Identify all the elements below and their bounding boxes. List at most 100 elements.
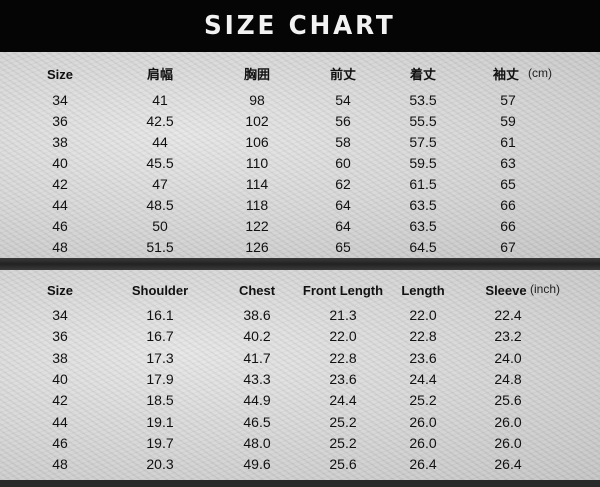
cm-table-cell: 40 bbox=[52, 155, 68, 171]
cm-table-panel bbox=[0, 52, 600, 258]
inch-table-cell: 16.1 bbox=[146, 307, 174, 323]
inch-table-cell: 46 bbox=[52, 434, 68, 451]
cm-table-cell: 48 bbox=[52, 239, 68, 255]
cm-table-cell: 98 bbox=[249, 92, 265, 108]
inch-table-cell: 24.4 bbox=[329, 392, 357, 409]
inch-table-cell: 19.1 bbox=[146, 413, 174, 430]
size-chart-title: SIZE CHART bbox=[204, 11, 396, 41]
inch-table-cell: 41.7 bbox=[243, 349, 271, 366]
cm-table-cell: 63.5 bbox=[409, 197, 437, 213]
inch-table-cell: 26.0 bbox=[494, 434, 522, 451]
cm-table-cell: 48.5 bbox=[146, 197, 174, 213]
cm-table-cell: 65 bbox=[500, 176, 516, 192]
inch-table-cell: 46.5 bbox=[243, 413, 271, 430]
inch-table-cell: 44.9 bbox=[243, 392, 271, 409]
cm-table-cell: 50 bbox=[152, 218, 168, 234]
cm-table-cell: 65 bbox=[335, 239, 351, 255]
inch-unit-label: (inch) bbox=[530, 282, 561, 296]
inch-table-cell: 36 bbox=[52, 328, 68, 345]
inch-table-cell: 22.8 bbox=[329, 349, 357, 366]
inch-table-cell: 25.6 bbox=[494, 392, 522, 409]
inch-table-cell: 26.0 bbox=[494, 413, 522, 430]
cm-table-cell: 45.5 bbox=[146, 155, 174, 171]
cm-table-cell: 106 bbox=[245, 134, 269, 150]
inch-table-cell: 16.7 bbox=[146, 328, 174, 345]
inch-table-cell: 24.4 bbox=[409, 370, 437, 387]
inch-table-cell: 22.8 bbox=[409, 328, 437, 345]
inch-table-cell: 24.0 bbox=[494, 349, 522, 366]
cm-table-cell: 57 bbox=[500, 92, 516, 108]
cm-table-cell: 36 bbox=[52, 113, 68, 129]
inch-column-header: Chest bbox=[238, 283, 276, 298]
inch-table-cell: 22.0 bbox=[329, 328, 357, 345]
inch-column-header: Front Length bbox=[302, 283, 384, 298]
cm-table-cell: 57.5 bbox=[409, 134, 437, 150]
cm-table-cell: 55.5 bbox=[409, 113, 437, 129]
inch-table-cell: 49.6 bbox=[243, 456, 271, 473]
inch-table-cell: 26.4 bbox=[494, 456, 522, 473]
cm-table-cell: 46 bbox=[52, 218, 68, 234]
inch-table-cell: 25.2 bbox=[329, 413, 357, 430]
cm-table-cell: 42.5 bbox=[146, 113, 174, 129]
cm-table-cell: 34 bbox=[52, 92, 68, 108]
cm-table-cell: 64 bbox=[335, 197, 351, 213]
cm-table-cell: 51.5 bbox=[146, 239, 174, 255]
cm-column-header: 袖丈 bbox=[492, 67, 520, 82]
cm-table-cell: 126 bbox=[245, 239, 269, 255]
inch-table-cell: 38.6 bbox=[243, 307, 271, 323]
cm-table-cell: 67 bbox=[500, 239, 516, 255]
cm-table-cell: 102 bbox=[245, 113, 269, 129]
cm-table-cell: 59 bbox=[500, 113, 516, 129]
inch-table-cell: 23.6 bbox=[409, 349, 437, 366]
inch-table-cell: 34 bbox=[52, 307, 68, 323]
cm-table-cell: 59.5 bbox=[409, 155, 437, 171]
header-bar: SIZE CHART bbox=[0, 0, 600, 52]
cm-table-cell: 63 bbox=[500, 155, 516, 171]
cm-column-header: 胸囲 bbox=[243, 67, 271, 82]
cm-column-header: 前丈 bbox=[329, 67, 357, 82]
inch-table-cell: 42 bbox=[52, 392, 68, 409]
inch-table-cell: 20.3 bbox=[146, 456, 174, 473]
cm-table-cell: 118 bbox=[245, 197, 269, 213]
inch-table-cell: 21.3 bbox=[329, 307, 357, 323]
cm-table-cell: 64.5 bbox=[409, 239, 437, 255]
inch-table-cell: 43.3 bbox=[243, 370, 271, 387]
inch-table-cell: 17.9 bbox=[146, 370, 174, 387]
inch-table-cell: 26.0 bbox=[409, 413, 437, 430]
cm-table-cell: 110 bbox=[245, 155, 269, 171]
cm-table-cell: 63.5 bbox=[409, 218, 437, 234]
inch-table-cell: 23.6 bbox=[329, 370, 357, 387]
cm-table-cell: 61.5 bbox=[409, 176, 437, 192]
inch-table-cell: 44 bbox=[52, 413, 68, 430]
inch-column-header: Length bbox=[401, 283, 445, 298]
inch-table-cell: 25.2 bbox=[329, 434, 357, 451]
divider bbox=[0, 258, 600, 270]
cm-table-cell: 61 bbox=[500, 134, 516, 150]
inch-table-cell: 38 bbox=[52, 349, 68, 366]
cm-table-cell: 114 bbox=[245, 176, 269, 192]
cm-table-cell: 66 bbox=[500, 218, 516, 234]
cm-column-header: 肩幅 bbox=[146, 67, 174, 82]
inch-table-cell: 24.8 bbox=[494, 370, 522, 387]
inch-column-header: Sleeve bbox=[485, 283, 527, 298]
inch-table-cell: 26.4 bbox=[409, 456, 437, 473]
inch-table-cell: 18.5 bbox=[146, 392, 174, 409]
inch-table-panel bbox=[0, 270, 600, 480]
cm-table-cell: 60 bbox=[335, 155, 351, 171]
cm-table-cell: 54 bbox=[335, 92, 351, 108]
cm-table-cell: 122 bbox=[245, 218, 269, 234]
inch-table-cell: 25.2 bbox=[409, 392, 437, 409]
cm-table-cell: 44 bbox=[52, 197, 68, 213]
cm-column-header: Size bbox=[46, 67, 74, 82]
cm-table-cell: 38 bbox=[52, 134, 68, 150]
cm-table-cell: 64 bbox=[335, 218, 351, 234]
inch-table-cell: 17.3 bbox=[146, 349, 174, 366]
cm-table-cell: 41 bbox=[152, 92, 168, 108]
inch-table-cell: 25.6 bbox=[329, 456, 357, 473]
cm-column-header: 着丈 bbox=[409, 67, 437, 82]
cm-table-cell: 66 bbox=[500, 197, 516, 213]
cm-table-cell: 47 bbox=[152, 176, 168, 192]
inch-table-cell: 22.4 bbox=[494, 307, 522, 323]
cm-table-cell: 58 bbox=[335, 134, 351, 150]
inch-table-cell: 19.7 bbox=[146, 434, 174, 451]
